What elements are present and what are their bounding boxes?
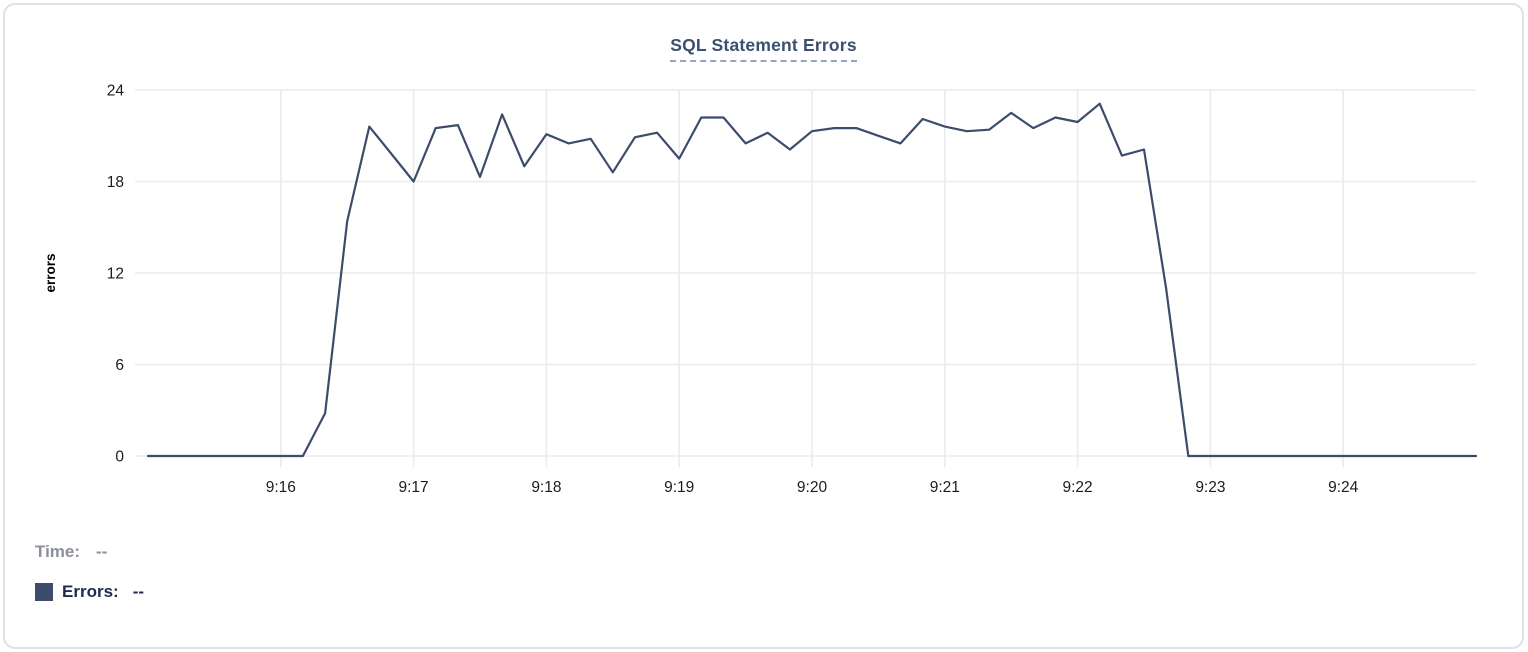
legend-time-label: Time: (35, 542, 81, 561)
errors-series-swatch-icon (35, 583, 53, 601)
x-tick-label: 9:16 (266, 479, 296, 496)
x-tick-label: 9:22 (1063, 479, 1093, 496)
sql-errors-line-chart[interactable]: 0 6 12 18 24 9:16 9:17 9:18 9:19 9:20 9:21 9:22 9:23… (5, 5, 1528, 517)
legend-row-errors: Errors: -- (35, 581, 144, 603)
chart-legend: Time: -- Errors: -- (35, 541, 144, 621)
y-tick-label: 12 (107, 266, 124, 283)
chart-card: SQL Statement Errors 0 6 12 18 24 9:16 9:17 9:1… (3, 3, 1524, 649)
x-tick-label: 9:17 (399, 479, 429, 496)
x-tick-label: 9:19 (664, 479, 694, 496)
y-tick-label: 0 (115, 449, 124, 466)
y-tick-label: 24 (107, 83, 125, 100)
chart-title[interactable]: SQL Statement Errors (670, 35, 857, 62)
x-tick-label: 9:20 (797, 479, 828, 496)
x-tick-label: 9:18 (531, 479, 561, 496)
y-tick-label: 6 (115, 357, 124, 374)
chart-title-wrap: SQL Statement Errors (5, 35, 1522, 62)
y-axis-label: errors (43, 253, 58, 292)
legend-errors-value: -- (132, 582, 145, 601)
x-tick-label: 9:24 (1328, 479, 1359, 496)
x-tick-label: 9:21 (930, 479, 960, 496)
legend-time-value: -- (96, 542, 108, 561)
legend-row-time: Time: -- (35, 541, 144, 563)
y-tick-label: 18 (107, 174, 124, 191)
legend-errors-label: Errors: (62, 582, 119, 601)
errors-series-line (146, 102, 1478, 458)
x-tick-label: 9:23 (1195, 479, 1225, 496)
